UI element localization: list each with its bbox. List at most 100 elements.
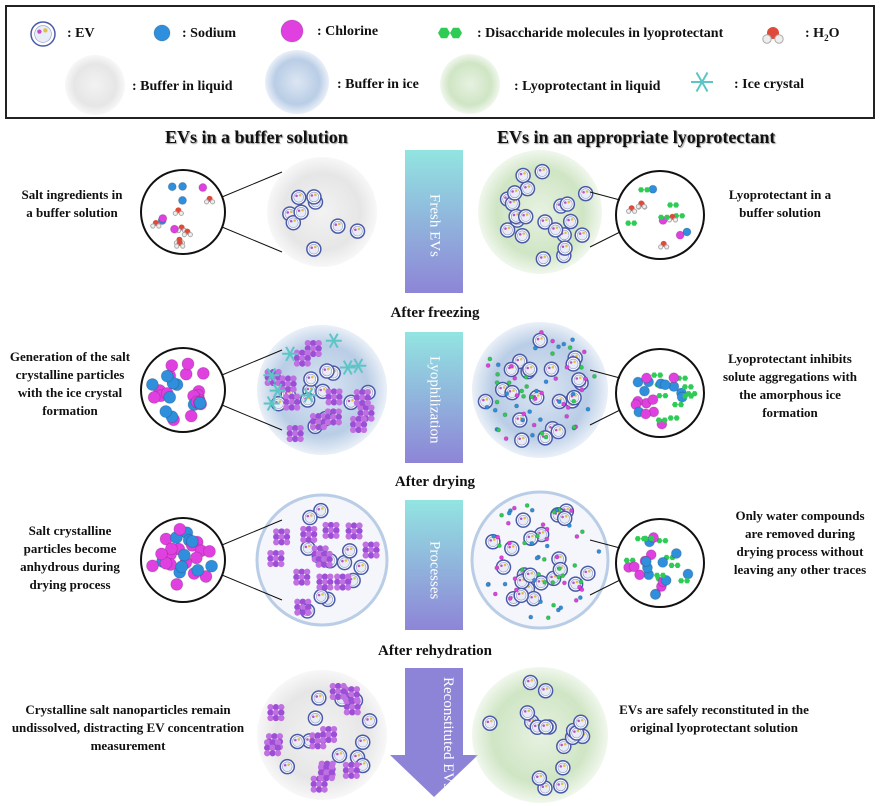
solute-particle — [508, 363, 514, 369]
hydrogen — [632, 208, 638, 214]
salt-atom — [304, 579, 311, 586]
salt-atom — [349, 709, 356, 716]
salt-atom — [298, 568, 305, 575]
ev-cargo — [334, 223, 338, 226]
ev-cargo — [560, 782, 564, 786]
ev-cargo — [530, 595, 533, 599]
ev-icon — [519, 180, 536, 197]
salt-atom — [348, 696, 355, 704]
ev-lumen — [559, 513, 570, 524]
salt-atom — [368, 404, 375, 411]
salt-atom — [305, 525, 312, 533]
ev-lumen — [528, 593, 539, 604]
ev-icon — [313, 588, 329, 605]
ev-cargo — [512, 213, 516, 217]
salt-atom — [272, 549, 280, 557]
salt-atom — [293, 360, 301, 367]
flake-arm — [285, 346, 295, 362]
ev-cargo — [315, 714, 319, 718]
ev-cargo — [312, 715, 315, 719]
salt-atom — [330, 388, 338, 395]
ev-cargo — [507, 226, 511, 230]
salt-atom — [326, 550, 333, 558]
salt-atom — [342, 761, 350, 769]
ev-icon — [556, 738, 572, 755]
ev-cargo — [563, 764, 566, 767]
solute-particle — [505, 520, 511, 526]
disaccharide-icon — [668, 562, 681, 568]
ev-cargo — [278, 400, 282, 403]
ion — [648, 184, 658, 194]
ice-crystal-icon — [691, 71, 713, 93]
salt-atom — [330, 408, 337, 415]
solute-particle — [532, 396, 538, 402]
salt-crystal — [345, 522, 363, 540]
solute-particle — [556, 344, 562, 350]
salt-atom — [317, 774, 325, 782]
ice-crystal-icon — [263, 367, 280, 383]
solute-particle — [524, 502, 530, 508]
ev-cargo — [43, 28, 48, 33]
ev-cargo — [541, 785, 545, 788]
solute-particle — [499, 512, 505, 518]
ev-cargo — [341, 559, 344, 563]
zoom-line — [221, 171, 283, 198]
zoom-line — [589, 369, 621, 379]
salt-atom — [357, 410, 364, 417]
ev-lumen — [522, 183, 533, 194]
ion — [641, 372, 653, 384]
ev-cargo — [542, 168, 545, 171]
ev-cargo — [522, 213, 525, 217]
ev-lumen — [334, 750, 345, 761]
salt-atom — [305, 598, 312, 605]
salt-crystal — [315, 550, 333, 568]
salt-atom — [293, 349, 301, 356]
ev-lumen — [310, 712, 321, 724]
salt-atom — [328, 774, 336, 782]
salt-atom — [322, 545, 329, 552]
ev-cargo — [552, 227, 555, 230]
solute-particle — [524, 384, 530, 390]
salt-atom — [299, 603, 306, 611]
ev-cargo — [517, 592, 521, 596]
ice-crystal-icon — [350, 358, 367, 374]
ev-icon — [571, 372, 587, 388]
solute-particle — [528, 614, 534, 620]
ev-cargo — [567, 218, 570, 222]
ev-lumen — [480, 396, 491, 407]
ion — [165, 359, 179, 373]
hydrogen — [156, 223, 162, 229]
ev-cargo — [538, 169, 542, 172]
hexagon — [682, 375, 689, 381]
ev-cargo — [349, 547, 353, 551]
ev-cargo — [318, 694, 322, 698]
solute-particle — [487, 356, 493, 362]
solute-particle — [550, 580, 556, 586]
ev-cargo — [572, 581, 575, 584]
left-desc-4: Crystalline salt nanoparticles remain un… — [11, 702, 245, 753]
solute-particle — [485, 582, 491, 588]
ev-lumen — [537, 166, 548, 177]
salt-atom — [343, 703, 351, 711]
ev-icon — [482, 715, 498, 732]
ev-cargo — [354, 754, 357, 758]
salt-atom — [309, 743, 316, 750]
salt-atom — [334, 578, 341, 586]
ev-cargo — [529, 366, 533, 369]
salt-atom — [339, 578, 346, 586]
ev-cargo — [561, 515, 564, 519]
hexagon — [667, 202, 674, 208]
ev-cargo — [542, 688, 545, 691]
salt-atom — [292, 435, 299, 443]
ev-lumen — [580, 188, 591, 199]
ev-cargo — [310, 514, 313, 517]
ion — [160, 369, 174, 383]
ev-icon — [522, 361, 538, 378]
ev-lumen — [295, 206, 307, 218]
legend-buffer-liquid: : Buffer in liquid — [132, 79, 233, 94]
salt-atom — [304, 360, 311, 367]
salt-atom — [373, 541, 380, 548]
solute-particle — [564, 413, 570, 419]
salt-atom — [334, 584, 341, 591]
salt-atom — [279, 375, 286, 382]
